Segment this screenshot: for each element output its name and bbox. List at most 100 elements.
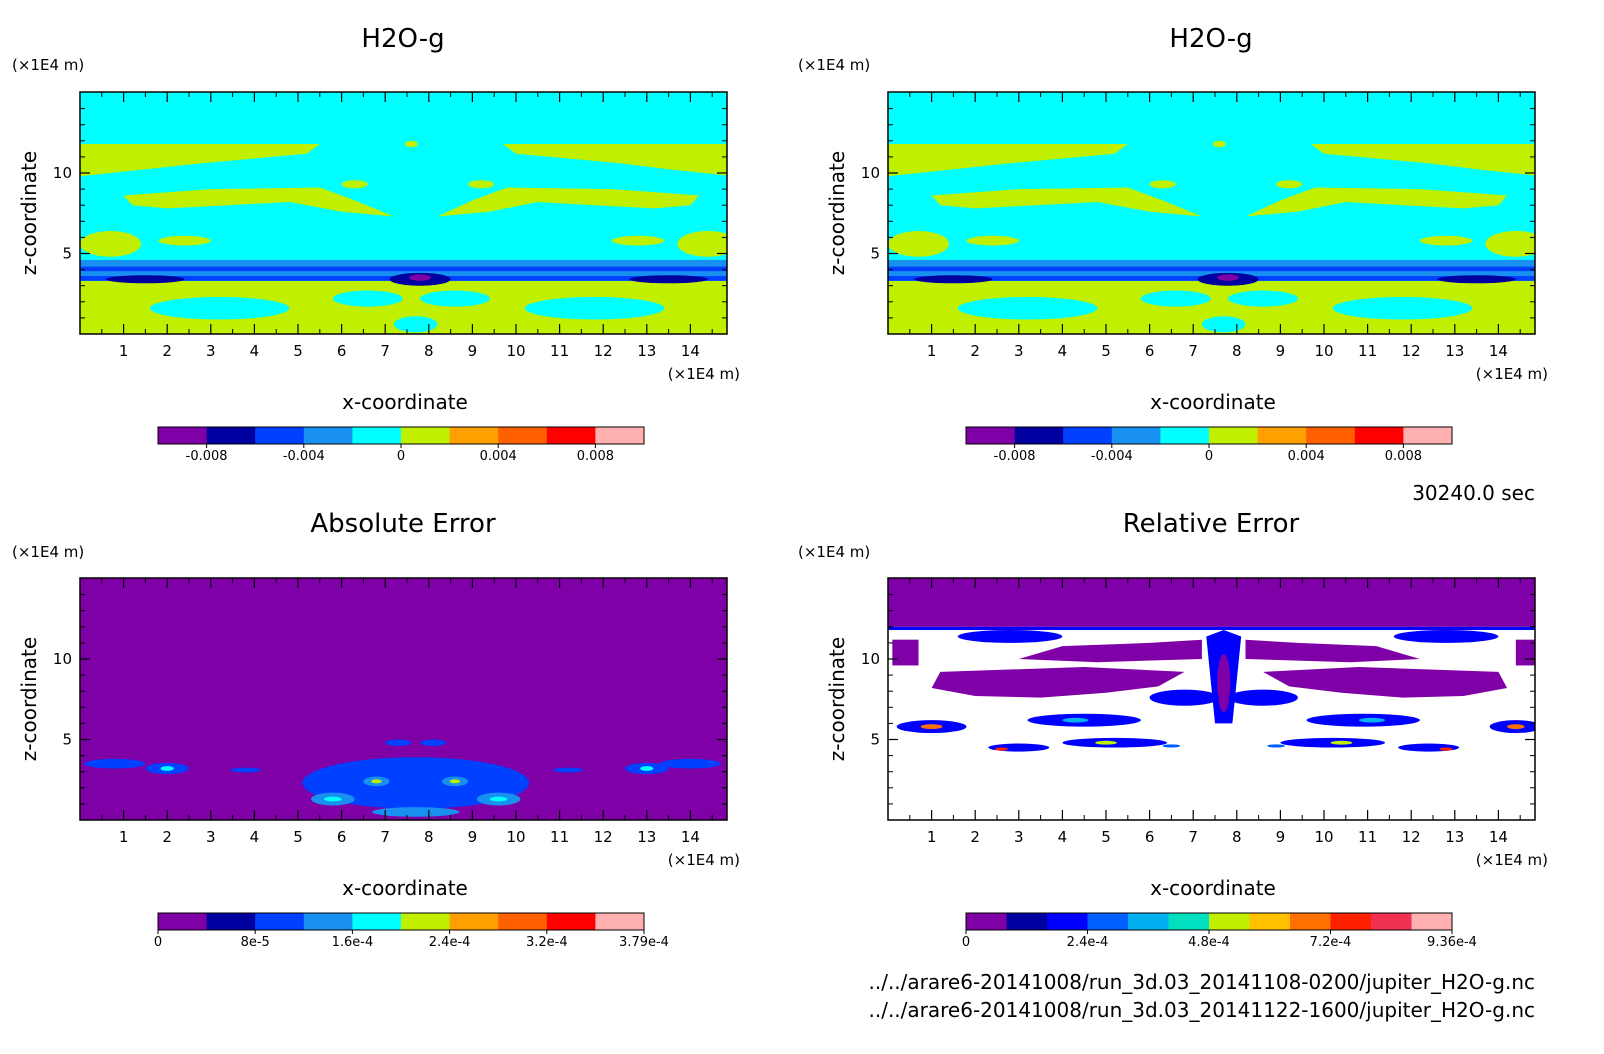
contour-region bbox=[1310, 144, 1535, 176]
contour-region bbox=[1439, 747, 1453, 751]
contour-region bbox=[966, 235, 1019, 246]
contour-region bbox=[1140, 290, 1211, 307]
contour-region bbox=[80, 271, 727, 277]
plot-frame bbox=[887, 577, 1536, 821]
contour-region bbox=[230, 767, 261, 773]
colorbar-tick-label: 8e-5 bbox=[241, 935, 270, 950]
y-tick-label: 10 bbox=[53, 650, 72, 668]
contour-region bbox=[1263, 667, 1508, 698]
colorbar-segment bbox=[401, 427, 451, 444]
y-axis-label: z-coordinate bbox=[825, 151, 849, 275]
x-tick-label: 12 bbox=[594, 342, 613, 360]
y-axis-label: z-coordinate bbox=[17, 151, 41, 275]
contour-region bbox=[914, 275, 993, 284]
colorbar-segment bbox=[595, 913, 645, 930]
contour-region bbox=[158, 235, 211, 246]
x-tick-label: 1 bbox=[927, 828, 937, 846]
contour-region bbox=[1062, 717, 1089, 723]
contour-region bbox=[80, 144, 320, 177]
contour-region bbox=[1212, 140, 1226, 148]
contour-region bbox=[489, 796, 508, 802]
x-tick-label: 9 bbox=[1276, 828, 1286, 846]
contour-region bbox=[123, 187, 394, 217]
contour-region bbox=[553, 767, 584, 773]
y-axis-label: z-coordinate bbox=[825, 637, 849, 761]
contour-region bbox=[920, 724, 943, 730]
x-tick-label: 12 bbox=[594, 828, 613, 846]
contour-region bbox=[1507, 724, 1525, 730]
contour-region bbox=[1485, 230, 1535, 257]
colorbar-segment bbox=[158, 913, 208, 930]
x-tick-label: 5 bbox=[293, 828, 303, 846]
x-axis-label: x-coordinate bbox=[342, 390, 468, 414]
colorbar: 0 8e-5 1.6e-4 2.4e-4 3.2e-4 3.79e-4 bbox=[154, 912, 669, 950]
panel-absolute-error: Absolute Error (×1E4 m) 1 2 3 4 5 6 7 8 9 10 11 12 1… bbox=[12, 509, 740, 950]
colorbar-tick-label: 0 bbox=[154, 935, 162, 950]
colorbar-segment bbox=[1128, 913, 1169, 930]
colorbar-tick-label: 0 bbox=[962, 935, 970, 950]
colorbar-tick-label: 0 bbox=[397, 449, 405, 464]
colorbar-segment bbox=[498, 427, 548, 444]
colorbar-segment bbox=[352, 427, 402, 444]
file-path-1: ../../arare6-20141008/run_3d.03_20141108… bbox=[868, 970, 1535, 994]
x-tick-label: 2 bbox=[162, 828, 172, 846]
x-tick-label: 6 bbox=[1145, 342, 1155, 360]
contour-region bbox=[1217, 274, 1239, 281]
x-axis-label: x-coordinate bbox=[1150, 876, 1276, 900]
colorbar-segment bbox=[1257, 427, 1307, 444]
x-tick-label: 7 bbox=[380, 342, 390, 360]
contour-region bbox=[341, 180, 368, 189]
contour-region bbox=[409, 274, 431, 281]
y-tick-label: 5 bbox=[62, 245, 72, 263]
x-unit-label: (×1E4 m) bbox=[668, 365, 740, 383]
contour-region bbox=[149, 296, 290, 320]
x-tick-label: 4 bbox=[1058, 342, 1068, 360]
colorbar-segment bbox=[206, 913, 256, 930]
y-tick-label: 10 bbox=[861, 164, 880, 182]
colorbar-tick-label: 4.8e-4 bbox=[1188, 935, 1230, 950]
contour-region bbox=[332, 290, 403, 307]
colorbar-tick-label: 0.004 bbox=[1288, 449, 1325, 464]
y-tick-label: 5 bbox=[870, 245, 880, 263]
x-tick-label: 3 bbox=[1014, 828, 1024, 846]
contour-region bbox=[888, 271, 1535, 277]
contour-region bbox=[324, 796, 342, 802]
x-tick-label: 12 bbox=[1402, 342, 1421, 360]
contour-region bbox=[1245, 639, 1420, 663]
x-tick-label: 4 bbox=[250, 342, 260, 360]
x-tick-label: 4 bbox=[250, 828, 260, 846]
colorbar-segment bbox=[1087, 913, 1129, 930]
contour-region bbox=[106, 275, 185, 284]
colorbar-tick-label: 1.6e-4 bbox=[332, 935, 374, 950]
x-axis-label: x-coordinate bbox=[1150, 390, 1276, 414]
contour-region bbox=[385, 739, 412, 746]
contour-region bbox=[1228, 689, 1298, 706]
colorbar-segment bbox=[1047, 913, 1088, 930]
colorbar-segment bbox=[595, 427, 645, 444]
contour-region bbox=[629, 275, 708, 284]
colorbar-tick-label: 0.004 bbox=[480, 449, 517, 464]
colorbar: -0.008 -0.004 0 0.004 0.008 bbox=[157, 426, 645, 464]
colorbar-segment bbox=[303, 427, 353, 444]
contour-region bbox=[994, 747, 1008, 751]
contour-region bbox=[611, 235, 665, 246]
x-tick-label: 3 bbox=[1014, 342, 1024, 360]
x-tick-label: 3 bbox=[206, 342, 216, 360]
colorbar-tick-label: -0.004 bbox=[283, 449, 325, 464]
contour-region bbox=[437, 187, 700, 217]
y-axis-label: z-coordinate bbox=[17, 637, 41, 761]
contour-region bbox=[1228, 290, 1298, 307]
contour-region bbox=[888, 230, 950, 257]
x-tick-label: 5 bbox=[1101, 342, 1111, 360]
x-tick-label: 13 bbox=[637, 828, 656, 846]
x-tick-label: 6 bbox=[337, 342, 347, 360]
x-tick-label: 14 bbox=[1489, 342, 1508, 360]
contour-region bbox=[371, 779, 382, 784]
x-tick-label: 8 bbox=[424, 342, 434, 360]
contour-region bbox=[957, 296, 1098, 320]
z-unit-label: (×1E4 m) bbox=[12, 543, 84, 561]
heatmap-rel-error bbox=[888, 578, 1535, 820]
panel-title: Relative Error bbox=[1123, 509, 1300, 539]
x-tick-label: 14 bbox=[681, 828, 700, 846]
